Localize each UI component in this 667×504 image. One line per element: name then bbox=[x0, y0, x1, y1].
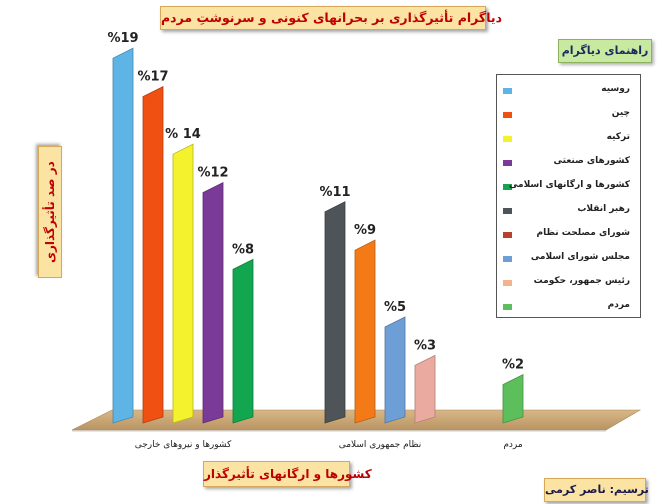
legend-swatch bbox=[503, 208, 512, 214]
legend-label: رهبر انقلاب bbox=[577, 204, 630, 214]
legend-swatch bbox=[503, 280, 512, 286]
legend-item-3: ترکیه bbox=[497, 127, 640, 151]
legend-item-9: رئیس جمهور، حکومت bbox=[497, 271, 640, 295]
value-label-3: % 14 bbox=[165, 127, 201, 142]
value-label-6: %11 bbox=[319, 185, 350, 200]
legend-swatch bbox=[503, 160, 512, 166]
legend-item-2: چین bbox=[497, 103, 640, 127]
group-label-2: نظام جمهوری اسلامی bbox=[339, 440, 422, 450]
group-label-1: کشورها و نیروهای خارجی bbox=[135, 440, 232, 450]
legend-item-10: مردم bbox=[497, 295, 640, 319]
value-label-5: %8 bbox=[232, 242, 254, 257]
value-label-7: %9 bbox=[354, 223, 376, 238]
legend-item-5: کشورها و ارگانهای اسلامی bbox=[497, 175, 640, 199]
bar-8 bbox=[384, 316, 406, 424]
legend-swatch bbox=[503, 232, 512, 238]
legend-label: کشورهای صنعتی bbox=[553, 156, 630, 166]
bar-5 bbox=[232, 258, 254, 424]
legend-item-1: روسیه bbox=[497, 79, 640, 103]
legend-label: چین bbox=[611, 108, 630, 118]
legend-swatch bbox=[503, 112, 512, 118]
bar-6 bbox=[324, 201, 346, 424]
value-label-9: %3 bbox=[414, 338, 436, 353]
value-label-4: %12 bbox=[197, 166, 228, 181]
group-label-3: مردم bbox=[503, 440, 523, 450]
legend-swatch bbox=[503, 88, 512, 94]
bar-10 bbox=[502, 373, 524, 424]
legend-label: مردم bbox=[607, 300, 630, 310]
bar-3 bbox=[172, 143, 194, 424]
value-label-8: %5 bbox=[384, 300, 406, 315]
bar-9 bbox=[414, 354, 436, 424]
bar-2 bbox=[142, 85, 164, 424]
legend-swatch bbox=[503, 256, 512, 262]
legend-label: شورای مصلحت نظام bbox=[536, 228, 630, 238]
legend-label: مجلس شورای اسلامی bbox=[530, 252, 630, 262]
legend-swatch bbox=[503, 136, 512, 142]
legend: روسیه چین ترکیه کشورهای صنعتی کشورها و ارگان… bbox=[496, 74, 641, 318]
bar-4 bbox=[202, 181, 224, 424]
legend-swatch bbox=[503, 304, 512, 310]
credit-label: ترسیم: ناصر کرمی bbox=[544, 478, 649, 502]
bar-7 bbox=[354, 239, 376, 424]
value-label-1: %19 bbox=[107, 31, 138, 46]
x-axis-label: کشورها و ارگانهای تأثیرگذار bbox=[203, 461, 372, 487]
chart-title: دیاگرام تأثیرگذاری بر بحرانهای کنونی و س… bbox=[160, 6, 502, 30]
legend-label: ترکیه bbox=[606, 132, 630, 142]
value-label-10: %2 bbox=[502, 358, 524, 373]
legend-label: روسیه bbox=[601, 84, 630, 94]
legend-item-6: رهبر انقلاب bbox=[497, 199, 640, 223]
legend-label: رئیس جمهور، حکومت bbox=[533, 276, 630, 286]
legend-label: کشورها و ارگانهای اسلامی bbox=[508, 180, 630, 190]
legend-swatch bbox=[503, 184, 512, 190]
legend-item-8: مجلس شورای اسلامی bbox=[497, 247, 640, 271]
legend-title: راهنمای دیاگرام bbox=[558, 39, 652, 63]
value-label-2: %17 bbox=[137, 70, 168, 85]
legend-item-4: کشورهای صنعتی bbox=[497, 151, 640, 175]
bar-1 bbox=[112, 47, 134, 424]
legend-item-7: شورای مصلحت نظام bbox=[497, 223, 640, 247]
